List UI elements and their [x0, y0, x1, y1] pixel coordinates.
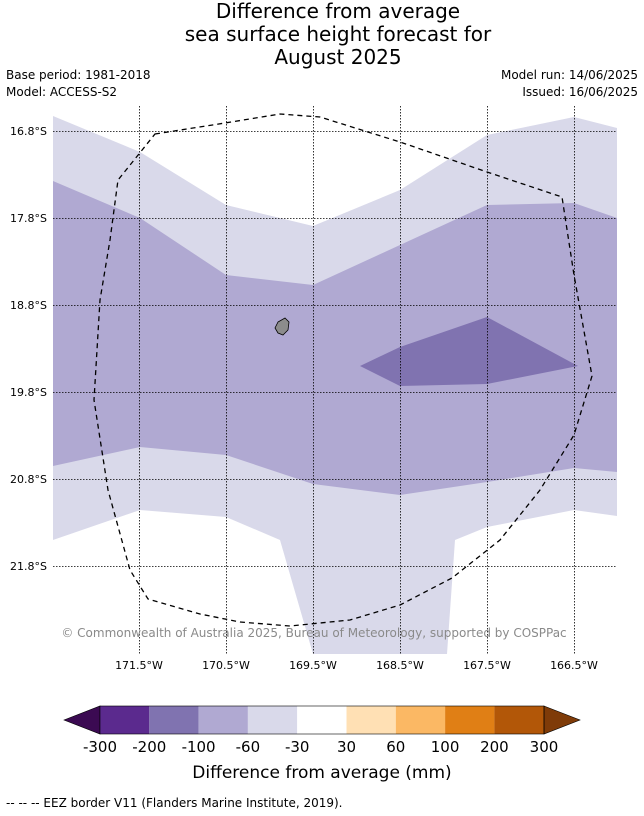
contour-band-dark	[360, 317, 578, 386]
colorbar-over-triangle	[543, 705, 581, 735]
copyright-text: © Commonwealth of Australia 2025, Bureau…	[61, 626, 566, 640]
lat-label: 21.8°S	[10, 560, 47, 573]
colorbar-tick: -300	[83, 738, 117, 756]
meta-left: Base period: 1981-2018 Model: ACCESS-S2	[6, 67, 151, 101]
model-run: Model run: 14/06/2025	[500, 68, 638, 82]
colorbar-tick: 60	[386, 738, 405, 756]
colorbar-outline	[99, 705, 545, 735]
longitude-labels: 171.5°W 170.5°W 169.5°W 168.5°W 167.5°W …	[115, 659, 598, 672]
lat-label: 18.8°S	[10, 299, 47, 312]
eez-legend-note: -- -- -- EEZ border V11 (Flanders Marine…	[6, 796, 343, 810]
lon-label: 168.5°W	[376, 659, 424, 672]
colorbar-segment	[445, 706, 495, 734]
colorbar-segment	[149, 706, 199, 734]
title-line-2: sea surface height forecast for	[184, 22, 492, 46]
colorbar-ticks: -300 -200 -100 -60 -30 30 60 100 200 300	[83, 738, 558, 756]
chart-title: Difference from average sea surface heig…	[0, 0, 644, 69]
lon-label: 166.5°W	[550, 659, 598, 672]
colorbar-tick: -100	[182, 738, 216, 756]
issued-date: Issued: 16/06/2025	[522, 85, 638, 99]
lat-label: 17.8°S	[10, 212, 47, 225]
colorbar-segment	[198, 706, 248, 734]
contour-band-medium	[53, 181, 617, 495]
colorbar-segment	[346, 706, 396, 734]
title-line-1: Difference from average	[215, 0, 461, 23]
colorbar-under-triangle	[63, 705, 101, 735]
colorbar-tick: -30	[285, 738, 310, 756]
lon-label: 169.5°W	[289, 659, 337, 672]
lat-label: 20.8°S	[10, 473, 47, 486]
base-period: Base period: 1981-2018	[6, 68, 151, 82]
meta-right: Model run: 14/06/2025 Issued: 16/06/2025	[501, 67, 638, 101]
lon-label: 167.5°W	[463, 659, 511, 672]
map-plot: 16.8°S 17.8°S 18.8°S 19.8°S 20.8°S 21.8°…	[10, 106, 617, 672]
colorbar-segment	[100, 706, 150, 734]
colorbar-tick: 200	[480, 738, 509, 756]
model-name: Model: ACCESS-S2	[6, 85, 118, 99]
lon-label: 170.5°W	[202, 659, 250, 672]
colorbar-tick: 300	[530, 738, 559, 756]
lat-label: 16.8°S	[10, 125, 47, 138]
colorbar-label: Difference from average (mm)	[192, 763, 452, 783]
latitude-labels: 16.8°S 17.8°S 18.8°S 19.8°S 20.8°S 21.8°…	[10, 125, 47, 573]
island-landmass	[274, 317, 290, 336]
gridlines	[53, 106, 617, 654]
colorbar-segment	[395, 706, 446, 734]
lon-label: 171.5°W	[115, 659, 163, 672]
lat-label: 19.8°S	[10, 386, 47, 399]
colorbar-tick: 100	[431, 738, 460, 756]
colorbar-segment	[247, 706, 298, 734]
colorbar-tick: -60	[236, 738, 261, 756]
colorbar-segment	[297, 706, 347, 734]
colorbar-tick: 30	[337, 738, 356, 756]
colorbar: -300 -200 -100 -60 -30 30 60 100 200 300	[63, 705, 581, 756]
colorbar-segment	[494, 706, 544, 734]
eez-border	[93, 113, 593, 627]
colorbar-tick: -200	[132, 738, 166, 756]
title-line-3: August 2025	[274, 45, 402, 69]
